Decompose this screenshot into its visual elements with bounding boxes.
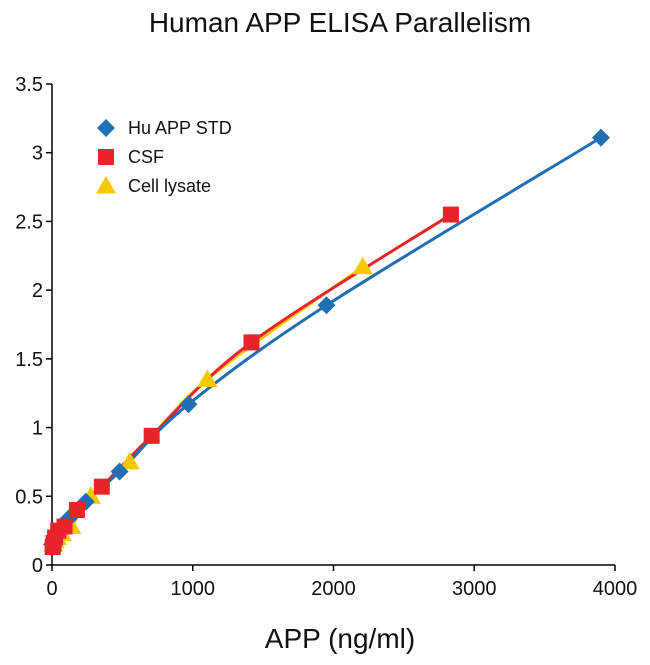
x-tick-label: 4000	[593, 578, 638, 600]
legend-marker-hu-app-std	[97, 119, 115, 137]
x-tick-label: 1000	[171, 578, 216, 600]
legend-marker-cell-lysate	[96, 176, 116, 194]
y-tick-label: 0	[32, 555, 43, 577]
x-ticks: 0 1000 2000 3000 4000	[46, 565, 637, 600]
data-point-hu-app-std	[179, 395, 198, 414]
fit-curves	[50, 136, 602, 548]
data-point-cell-lysate	[197, 369, 218, 387]
y-tick-label: 3.5	[15, 74, 43, 96]
y-tick-label: 0.5	[15, 486, 43, 508]
legend-label-hu-app-std: Hu APP STD	[128, 118, 232, 138]
y-tick-label: 1.5	[15, 349, 43, 371]
y-tick-label: 1	[32, 418, 43, 440]
x-tick-label: 2000	[311, 578, 356, 600]
data-point-csf	[442, 206, 459, 223]
legend-label-csf: CSF	[128, 147, 164, 167]
data-points	[43, 128, 610, 556]
x-tick-label: 0	[46, 578, 57, 600]
data-point-cell-lysate	[119, 451, 140, 470]
y-ticks: 0 0.5 1 1.5 2 2.5 3 3.5	[15, 74, 52, 577]
y-tick-label: 2.5	[15, 211, 43, 233]
chart-title: Human APP ELISA Parallelism	[149, 7, 531, 38]
data-point-cell-lysate	[352, 256, 373, 275]
x-tick-label: 3000	[452, 578, 497, 600]
legend: Hu APP STD CSF Cell lysate	[96, 118, 232, 196]
data-point-hu-app-std	[110, 462, 129, 481]
fit-line-hu-app-std	[50, 136, 602, 546]
data-point-csf	[56, 518, 73, 535]
legend-label-cell-lysate: Cell lysate	[128, 176, 211, 196]
data-point-hu-app-std	[317, 296, 336, 315]
y-tick-label: 2	[32, 280, 43, 302]
legend-marker-csf	[98, 149, 114, 165]
data-point-csf	[93, 478, 110, 495]
data-point-hu-app-std	[591, 128, 610, 147]
data-point-csf	[68, 502, 85, 519]
data-point-csf	[143, 427, 160, 444]
x-axis-label: APP (ng/ml)	[265, 623, 415, 654]
y-tick-label: 3	[32, 143, 43, 165]
data-point-csf	[243, 334, 260, 351]
